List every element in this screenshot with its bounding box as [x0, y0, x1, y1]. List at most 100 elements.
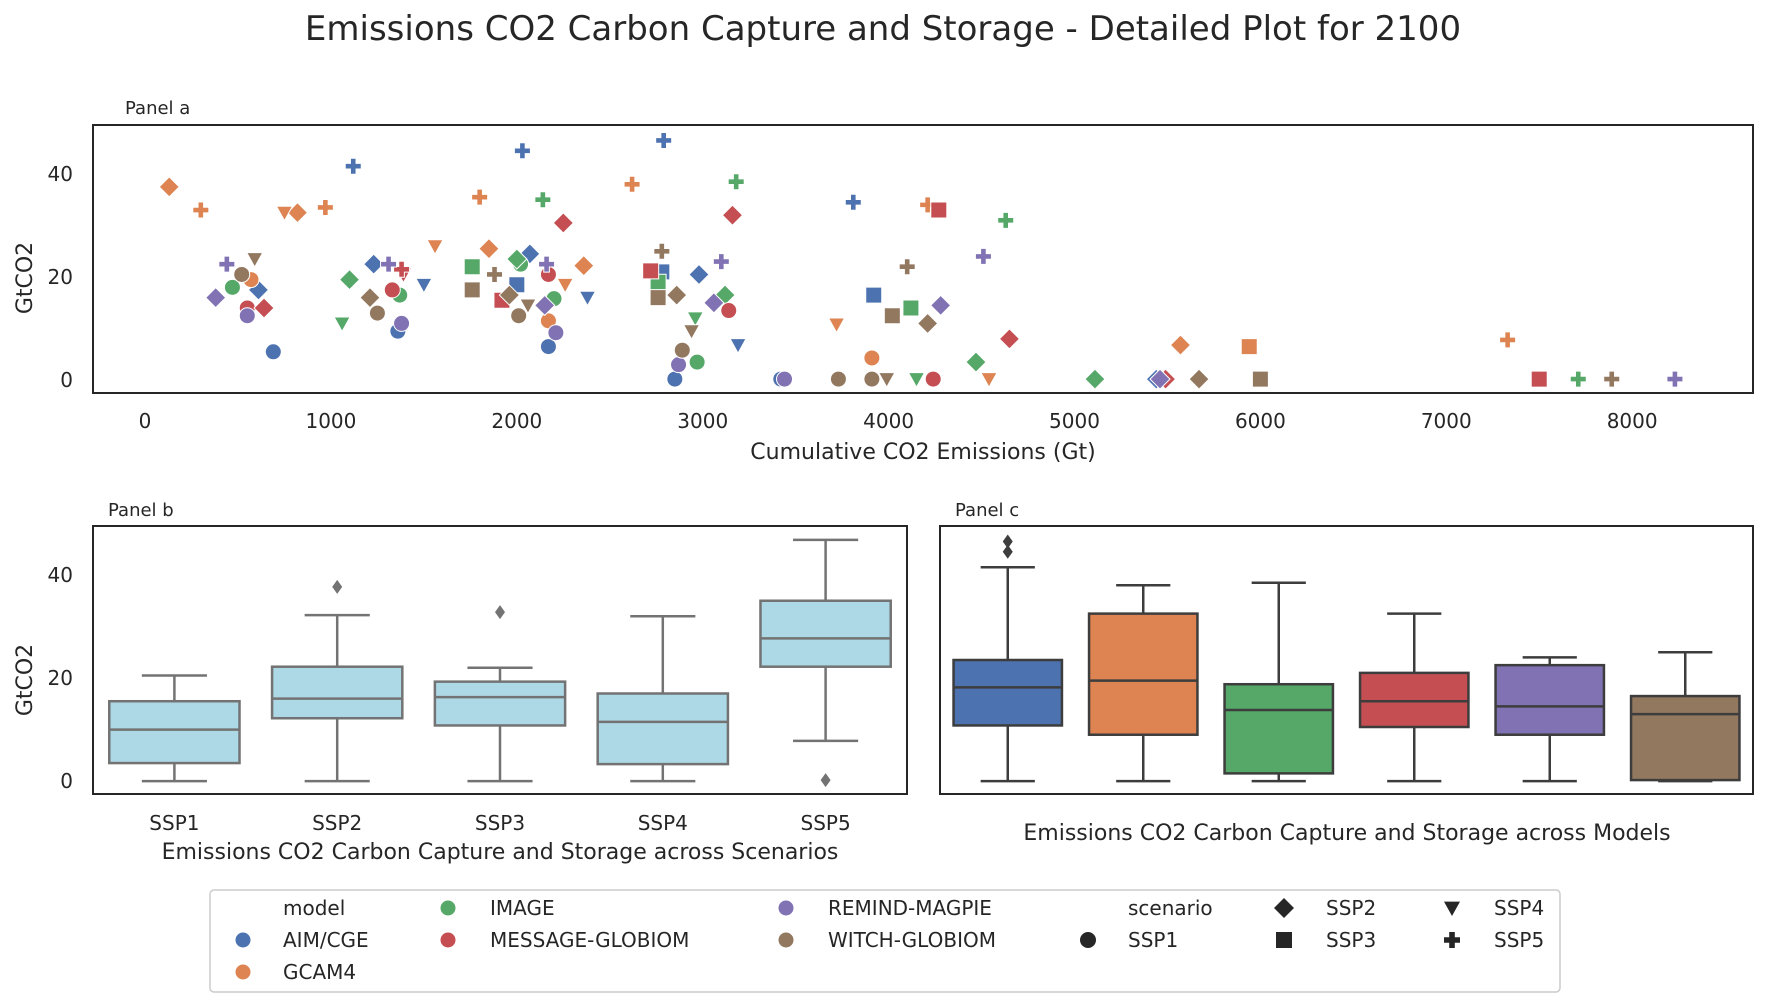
- x-tick-label: 4000: [863, 409, 914, 433]
- scatter-point: [1530, 370, 1548, 388]
- scatter-point: [1569, 370, 1587, 388]
- scatter-point: [1149, 368, 1171, 390]
- panel-c: Panel c Emissions CO2 Carbon Capture and…: [939, 500, 1754, 846]
- scatter-point: [245, 252, 264, 269]
- outlier-point: [820, 773, 831, 788]
- scatter-point: [415, 277, 433, 294]
- legend-label: SSP2: [1326, 896, 1376, 920]
- scatter-point: [359, 286, 381, 309]
- legend-items: model AIM/CGE GCAM4 IMAGE MESSAGE-GLOBIOM REM…: [234, 896, 1544, 984]
- scatter-point: [498, 284, 521, 306]
- x-tick-label: 5000: [1049, 409, 1100, 433]
- box: [952, 658, 1064, 727]
- scatter-point: [1499, 331, 1517, 349]
- scatter-point: [844, 193, 862, 211]
- scatter-point: [1169, 334, 1192, 356]
- legend-label: SSP3: [1326, 928, 1376, 952]
- scatter-point: [573, 254, 595, 277]
- scatter-point: [393, 314, 411, 332]
- outlier-point: [1002, 534, 1013, 549]
- scatter-point: [233, 265, 251, 283]
- panel-a-title: Panel a: [125, 98, 190, 119]
- scatter-point: [721, 204, 744, 226]
- panel-a: Panel a 0 1000 2000 3000 4000 5000 6000 7000 800…: [13, 98, 1754, 465]
- legend-marker: [1276, 932, 1292, 948]
- figure-title: Emissions CO2 Carbon Capture and Storage…: [305, 9, 1461, 49]
- scatter-point: [316, 198, 334, 216]
- scatter-point: [539, 338, 557, 356]
- legend-header-model: model: [283, 896, 345, 920]
- scatter-point: [998, 328, 1021, 350]
- scatter-point: [463, 258, 481, 276]
- legend-marker: [234, 931, 252, 949]
- panel-a-xlabel: Cumulative CO2 Emissions (Gt): [750, 440, 1095, 465]
- scatter-point: [898, 258, 916, 276]
- scatter-point: [907, 372, 926, 389]
- box: [108, 699, 241, 765]
- scatter-point: [556, 277, 575, 294]
- scatter-point: [547, 324, 565, 342]
- scatter-point: [924, 370, 942, 388]
- scatter-point: [665, 284, 688, 306]
- scatter-point: [478, 237, 500, 260]
- scatter-point: [877, 372, 896, 389]
- panel-b-boxes: SSP1 SSP2 SSP3 SSP4 SSP5: [108, 538, 892, 835]
- scatter-point: [534, 294, 556, 317]
- x-tick-label: 7000: [1421, 409, 1472, 433]
- y-tick-label: 0: [60, 368, 73, 392]
- outlier-point: [1002, 544, 1013, 559]
- scatter-point: [688, 263, 710, 286]
- scatter-point: [776, 370, 794, 388]
- panel-b-xlabel: Emissions CO2 Carbon Capture and Storage…: [162, 840, 839, 865]
- legend-marker: [777, 931, 795, 949]
- x-tick-label: SSP2: [312, 811, 362, 835]
- scatter-point: [974, 247, 992, 265]
- scatter-point: [158, 176, 180, 198]
- scatter-point: [486, 265, 504, 283]
- scatter-point: [380, 255, 398, 273]
- box: [1087, 612, 1199, 736]
- scatter-point: [653, 242, 671, 260]
- scatter-point: [655, 131, 673, 149]
- legend-marker: [439, 931, 457, 949]
- scatter-point: [729, 338, 747, 355]
- x-tick-label: 1000: [305, 409, 356, 433]
- box: [1494, 663, 1606, 736]
- scatter-point: [930, 201, 948, 219]
- scatter-point: [916, 312, 939, 335]
- x-tick-label: 2000: [491, 409, 542, 433]
- legend-label: WITCH-GLOBIOM: [828, 928, 996, 952]
- scatter-point: [827, 317, 846, 334]
- scatter-point: [238, 307, 256, 325]
- box: [433, 680, 567, 727]
- legend-label: GCAM4: [283, 960, 356, 984]
- scatter-point: [642, 262, 660, 280]
- scatter-point: [218, 255, 236, 273]
- outlier-point: [495, 605, 505, 620]
- scatter-point: [338, 268, 361, 291]
- scatter-point: [902, 299, 920, 317]
- scatter-point: [688, 353, 706, 371]
- panel-a-ylabel: GtCO2: [13, 242, 38, 314]
- x-tick-label: 6000: [1235, 409, 1286, 433]
- scatter-point: [192, 201, 210, 219]
- scatter-point: [264, 343, 282, 361]
- scatter-point: [720, 302, 738, 320]
- scatter-point: [686, 311, 705, 328]
- scatter-point: [463, 281, 481, 299]
- scatter-point: [829, 370, 847, 388]
- panel-a-ticks: 0 1000 2000 3000 4000 5000 6000 7000 8000 0 20 40: [48, 162, 1658, 433]
- box: [759, 599, 892, 668]
- scatter-point: [727, 173, 745, 191]
- scatter-point: [538, 255, 556, 273]
- scatter-point: [863, 370, 881, 388]
- legend-frame: [209, 889, 1561, 993]
- x-tick-label: SSP1: [149, 811, 199, 835]
- scatter-point: [471, 188, 489, 206]
- scatter-point: [426, 239, 444, 256]
- x-tick-label: SSP4: [638, 811, 688, 835]
- scatter-point: [883, 307, 901, 325]
- legend-marker: [777, 899, 795, 917]
- panel-c-title: Panel c: [955, 500, 1019, 521]
- y-tick-label: 40: [48, 563, 73, 587]
